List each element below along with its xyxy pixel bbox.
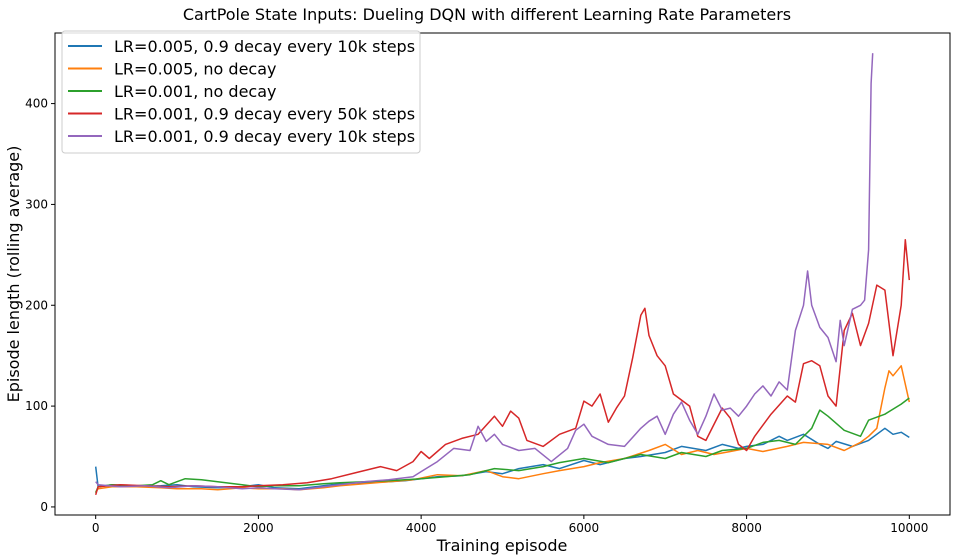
x-tick-label: 8000 [731,521,762,535]
series-line-5 [95,53,874,491]
y-tick-label: 400 [25,97,48,111]
x-tick-label: 10000 [890,521,928,535]
legend: LR=0.005, 0.9 decay every 10k steps LR=0.… [61,30,421,154]
series-lines [94,53,911,496]
y-tick-label: 0 [40,500,48,514]
legend-box [61,30,421,154]
legend-label-4: LR=0.001, 0.9 decay every 50k steps [114,105,415,124]
x-tick-label: 6000 [569,521,600,535]
legend-label-5: LR=0.001, 0.9 decay every 10k steps [114,127,415,146]
y-axis-label: Episode length (rolling average) [4,146,23,403]
y-tick-label: 100 [25,399,48,413]
series-line-3 [95,397,910,494]
y-tick-label: 300 [25,197,48,211]
x-tick-label: 0 [92,521,100,535]
y-tick-label: 200 [25,298,48,312]
chart-title: CartPole State Inputs: Dueling DQN with … [183,5,791,24]
legend-label-3: LR=0.001, no decay [114,82,277,101]
legend-label-2: LR=0.005, no decay [114,60,277,79]
series-line-4 [94,238,911,496]
x-tick-label: 2000 [243,521,274,535]
y-axis: 0 100 200 300 400 [25,97,55,514]
x-axis-label: Training episode [436,536,568,555]
x-tick-label: 4000 [406,521,437,535]
legend-label-1: LR=0.005, 0.9 decay every 10k steps [114,37,415,56]
x-axis: 0 2000 4000 6000 8000 10000 [92,515,928,535]
